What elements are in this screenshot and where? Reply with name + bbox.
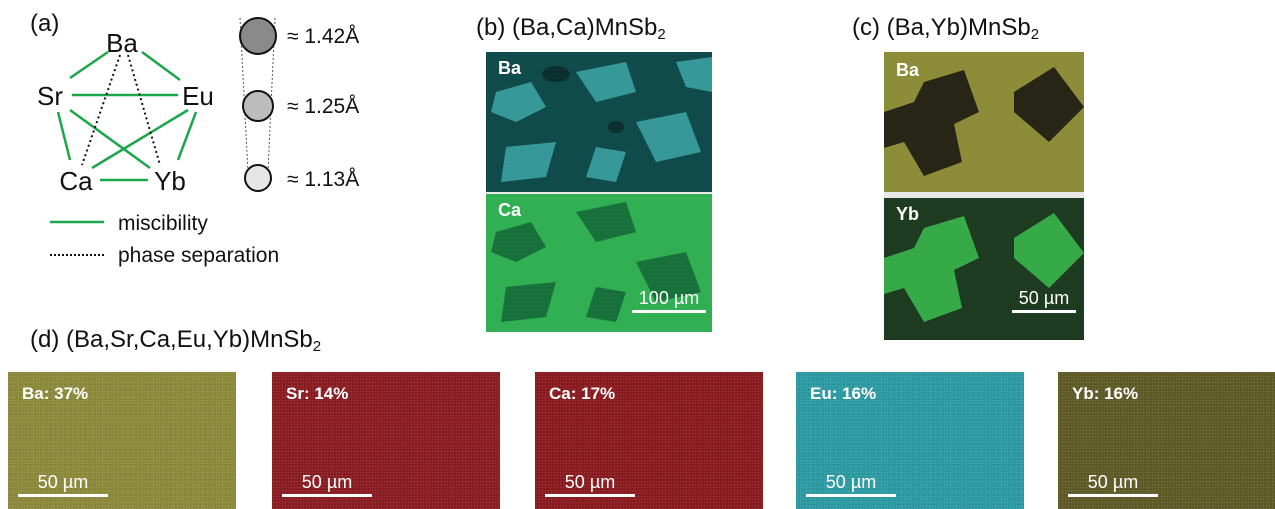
line-sr-ca [56, 111, 72, 161]
element-sr: Sr [37, 81, 63, 111]
panel-b-scalebar-label: 100 µm [638, 288, 700, 308]
panel-b-label: (b) (Ba,Ca)MnSb2 [476, 14, 666, 43]
line-sr-yb [69, 108, 151, 170]
panel-a-label: (a) [30, 10, 60, 37]
panel-b-scalebar: 100 µm [632, 288, 706, 313]
panel-d-map-4: Yb: 16% 50 µm [1058, 372, 1275, 509]
line-sr-ba [69, 50, 109, 80]
panel-c-divider [884, 192, 1084, 198]
panel-c-label: (c) (Ba,Yb)MnSb2 [852, 14, 1040, 43]
panel-d-scalebar-label: 50 µm [37, 472, 89, 492]
line-ba-eu [141, 50, 181, 82]
panel-c-eds-map: Ba Yb 50 µm [884, 52, 1084, 340]
ba-dark-spots [542, 66, 624, 133]
panel-d-map-3: Eu: 16% 50 µm [796, 372, 1024, 509]
ca-grains [491, 202, 701, 322]
radius-circle-large [239, 17, 277, 55]
radius-circle-medium [242, 90, 274, 122]
panel-d-map-label: Sr: 14% [286, 384, 349, 403]
panel-d-map-1: Sr: 14% 50 µm [272, 372, 500, 509]
panel-d-scalebar: 50 µm [18, 472, 108, 497]
radius-circle-small [244, 164, 272, 192]
line-ba-ca [81, 54, 121, 166]
radius-small-label: ≈ 1.13Å [287, 168, 359, 191]
panel-b-grains [486, 52, 712, 332]
line-ba-yb [127, 54, 161, 166]
radius-large-label: ≈ 1.42Å [287, 25, 359, 48]
legend-miscibility-label: miscibility [118, 212, 208, 235]
phase-separation-lines [81, 54, 161, 166]
miscibility-lines [56, 50, 198, 182]
panel-b-ba-label: Ba [498, 58, 522, 78]
ionic-radius-scale: ≈ 1.42Å ≈ 1.25Å ≈ 1.13Å [239, 17, 359, 192]
panel-d-scalebar-label: 50 µm [564, 472, 616, 492]
panel-d-scalebar: 50 µm [1068, 472, 1158, 497]
panel-d-map-label: Eu: 16% [810, 384, 877, 403]
panel-d-map-label: Yb: 16% [1072, 384, 1139, 403]
legend-phase-separation-label: phase separation [118, 244, 279, 267]
radius-medium-label: ≈ 1.25Å [287, 95, 359, 118]
ba-grains [491, 57, 712, 182]
panel-d-scalebar-label: 50 µm [1087, 472, 1139, 492]
miscibility-pentagon-diagram: Ba Sr Eu Ca Yb ≈ 1.42Å ≈ 1.25Å ≈ 1.13Å m… [37, 17, 359, 267]
panel-c-ba-label: Ba [896, 60, 920, 80]
panel-d-map-0: Ba: 37% 50 µm [8, 372, 236, 509]
panel-d-scalebar: 50 µm [545, 472, 635, 497]
line-eu-yb [176, 111, 198, 161]
panel-b-ca-label: Ca [498, 200, 522, 220]
panel-b-eds-map: Ba Ca 100 µm [486, 52, 712, 332]
panel-b-divider [486, 192, 712, 194]
element-yb: Yb [154, 166, 186, 196]
element-eu: Eu [182, 81, 214, 111]
panel-c-scalebar-label: 50 µm [1018, 288, 1070, 308]
panel-d-scalebar-label: 50 µm [301, 472, 353, 492]
panel-d-label: (d) (Ba,Sr,Ca,Eu,Yb)MnSb2 [30, 326, 322, 355]
panel-d-map-label: Ba: 37% [22, 384, 89, 403]
panel-c-scalebar: 50 µm [1012, 288, 1076, 313]
yb-bright-crystals [884, 213, 1084, 322]
line-eu-ca [91, 108, 189, 170]
panel-c-yb-label: Yb [896, 204, 920, 224]
element-ba: Ba [106, 28, 138, 58]
panel-c-grains [884, 52, 1084, 340]
panel-d-map-label: Ca: 17% [549, 384, 616, 403]
ba-dark-crystals [884, 67, 1084, 176]
panel-d-scalebar: 50 µm [806, 472, 896, 497]
panel-d-map-2: Ca: 17% 50 µm [535, 372, 763, 509]
element-ca: Ca [59, 166, 93, 196]
panel-d-scalebar: 50 µm [282, 472, 372, 497]
panel-d-scalebar-label: 50 µm [825, 472, 877, 492]
